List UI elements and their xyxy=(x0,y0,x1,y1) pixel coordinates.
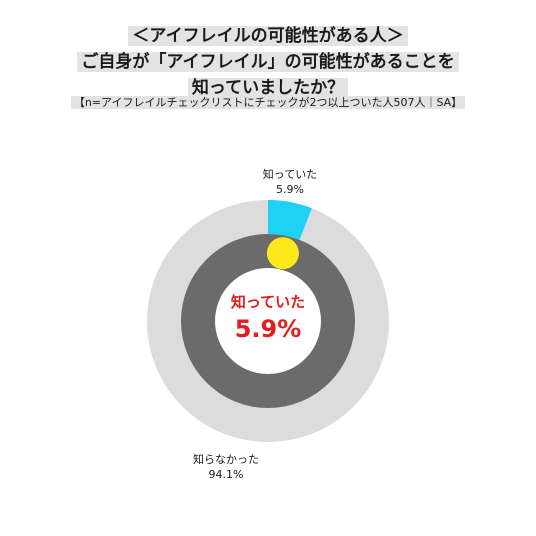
slice-value-knew: 5.9% xyxy=(276,183,304,196)
slice-value-not-knew: 94.1% xyxy=(209,468,244,481)
chart-title-line-3: 知っていましたか？ xyxy=(0,76,536,100)
chart-title-line-1: ＜アイフレイルの可能性がある人＞ xyxy=(0,24,536,48)
slice-label-knew: 知っていた xyxy=(263,167,317,181)
yellow-marker xyxy=(266,237,299,270)
center-value: 5.9% xyxy=(235,315,302,343)
pie-slice-knew xyxy=(268,200,312,240)
chart-title-line-2: ご自身が「アイフレイル」の可能性があることを xyxy=(0,50,536,74)
center-label: 知っていた xyxy=(231,293,305,311)
slice-label-not-knew: 知らなかった xyxy=(193,452,259,466)
chart-subtitle: 【n=アイフレイルチェックリストにチェックが2つ以上ついた人507人｜SA】 xyxy=(0,95,536,111)
center-hole xyxy=(215,268,321,374)
